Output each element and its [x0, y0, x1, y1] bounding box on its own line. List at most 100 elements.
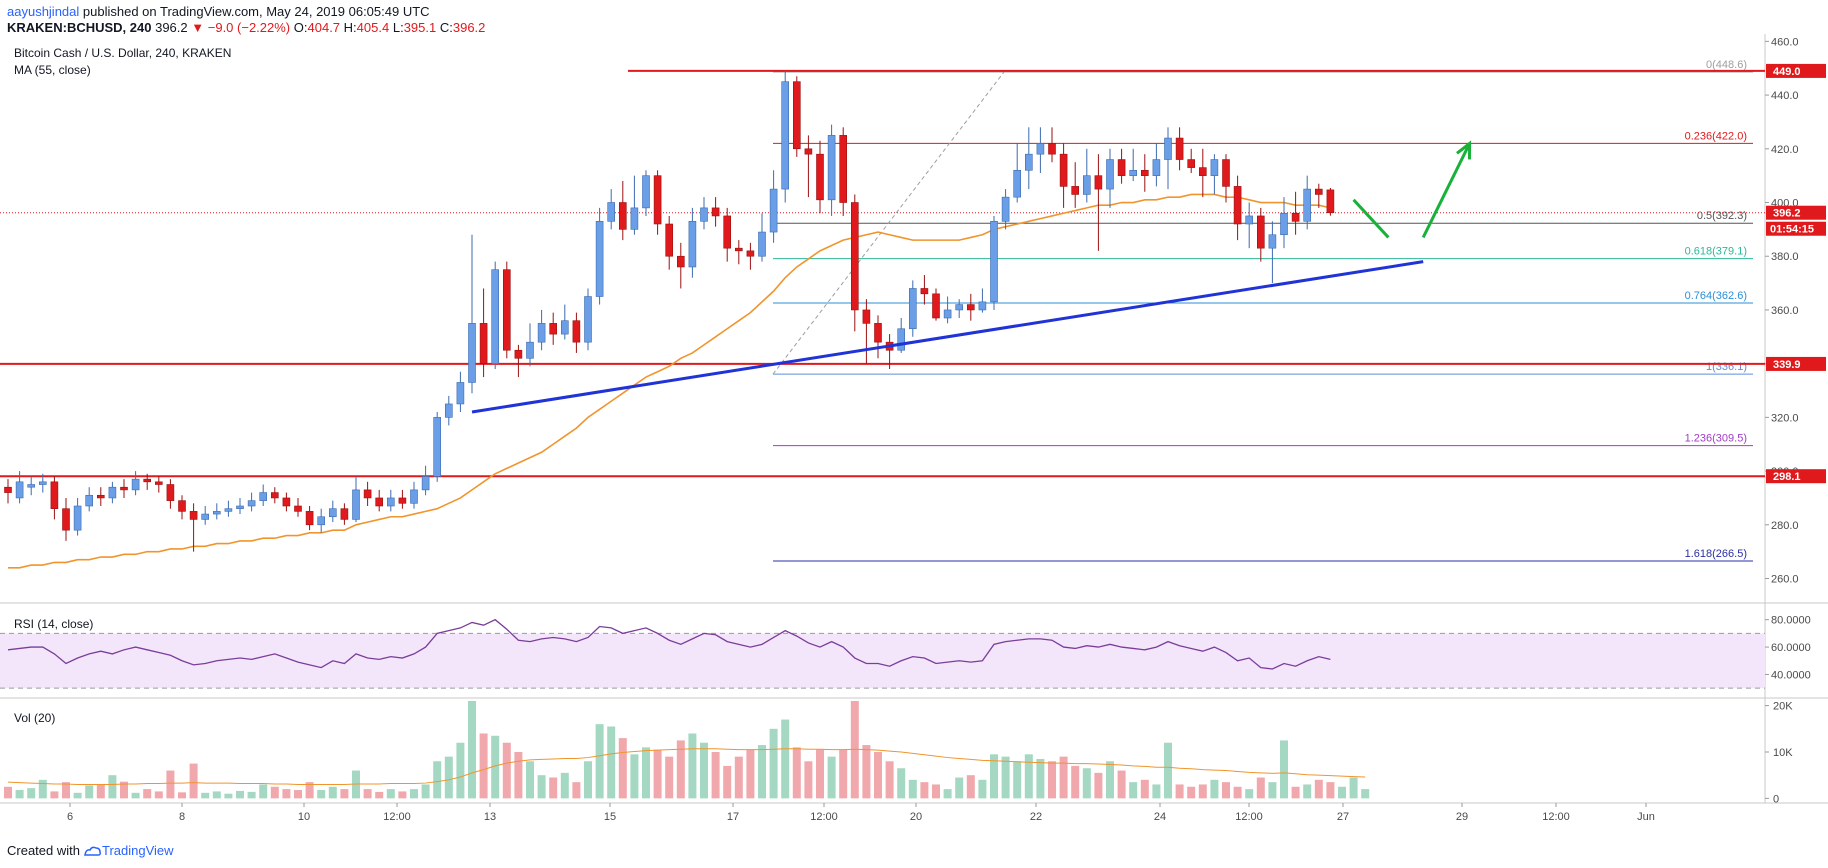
candle[interactable]	[317, 508, 326, 533]
author-link[interactable]: aayushjindal	[7, 4, 80, 19]
candle[interactable]	[595, 207, 604, 305]
candle[interactable]	[607, 189, 616, 230]
candle[interactable]	[943, 296, 952, 324]
candle[interactable]	[247, 492, 256, 512]
candle[interactable]	[1141, 154, 1149, 192]
candle[interactable]	[120, 479, 128, 498]
candle[interactable]	[978, 288, 987, 313]
candle[interactable]	[1106, 148, 1114, 208]
candle[interactable]	[224, 500, 233, 517]
candle[interactable]	[700, 197, 708, 230]
candle[interactable]	[642, 170, 650, 216]
candle[interactable]	[444, 395, 453, 426]
candle[interactable]	[4, 479, 12, 504]
candle[interactable]	[1152, 143, 1161, 187]
support-trendline[interactable]	[471, 260, 1424, 414]
candle[interactable]	[618, 181, 627, 241]
candle[interactable]	[398, 489, 407, 509]
candle[interactable]	[758, 213, 766, 262]
candle[interactable]	[897, 318, 906, 353]
candle[interactable]	[676, 242, 685, 289]
candle[interactable]	[62, 497, 70, 541]
candle[interactable]	[166, 479, 175, 509]
candle[interactable]	[1187, 148, 1195, 173]
candle[interactable]	[27, 476, 36, 496]
candle[interactable]	[932, 288, 940, 321]
candle[interactable]	[560, 304, 569, 340]
tradingview-brand[interactable]: TradingView	[84, 843, 174, 858]
candle[interactable]	[352, 476, 360, 523]
candle[interactable]	[966, 293, 975, 321]
candle[interactable]	[201, 506, 209, 525]
candle[interactable]	[514, 344, 523, 378]
candle[interactable]	[792, 76, 801, 157]
candle[interactable]	[862, 299, 871, 364]
candle[interactable]	[155, 476, 163, 493]
candle[interactable]	[1233, 175, 1242, 241]
candle[interactable]	[1175, 127, 1184, 171]
candle[interactable]	[294, 497, 302, 517]
candle[interactable]	[584, 288, 592, 351]
candle[interactable]	[1036, 127, 1045, 173]
volume-pane[interactable]: 20K 10K 0	[4, 701, 1793, 806]
candle[interactable]	[1059, 143, 1068, 208]
candle[interactable]	[572, 312, 581, 353]
candle[interactable]	[386, 489, 395, 512]
candle[interactable]	[1129, 148, 1137, 182]
price-pane[interactable]: 460.0440.0420.0400.0380.0360.0340.0320.0…	[0, 36, 1826, 586]
candle[interactable]	[468, 234, 476, 394]
candle[interactable]	[723, 207, 732, 262]
candle[interactable]	[850, 194, 859, 332]
candle[interactable]	[874, 315, 882, 359]
candle[interactable]	[108, 481, 117, 504]
candle[interactable]	[270, 487, 279, 504]
candle[interactable]	[410, 481, 418, 509]
candle[interactable]	[653, 170, 662, 235]
candle[interactable]	[1013, 143, 1022, 203]
candle[interactable]	[746, 242, 755, 270]
candle[interactable]	[363, 481, 372, 506]
candle[interactable]	[1164, 127, 1172, 190]
candle[interactable]	[1315, 183, 1323, 208]
candle[interactable]	[1245, 202, 1253, 249]
candle[interactable]	[1268, 221, 1277, 284]
candle[interactable]	[178, 495, 186, 520]
candle[interactable]	[502, 261, 511, 359]
candle[interactable]	[711, 197, 720, 227]
candle[interactable]	[456, 371, 465, 412]
candle[interactable]	[688, 207, 697, 278]
candle[interactable]	[955, 299, 964, 318]
candle[interactable]	[1001, 189, 1010, 230]
candle[interactable]	[491, 261, 500, 370]
candle[interactable]	[282, 492, 291, 512]
candle[interactable]	[734, 240, 743, 265]
chart-area[interactable]: 460.0440.0420.0400.0380.0360.0340.0320.0…	[0, 34, 1828, 834]
candle[interactable]	[769, 170, 778, 243]
candle[interactable]	[97, 487, 105, 506]
candle[interactable]	[1083, 148, 1091, 203]
candle[interactable]	[236, 497, 244, 515]
candle[interactable]	[908, 280, 917, 337]
candle[interactable]	[421, 465, 430, 496]
candle[interactable]	[131, 471, 140, 496]
candle[interactable]	[259, 484, 268, 506]
candle[interactable]	[1117, 148, 1126, 184]
candle[interactable]	[328, 500, 337, 523]
candle[interactable]	[38, 473, 47, 493]
candle[interactable]	[630, 175, 639, 235]
candle[interactable]	[1280, 197, 1288, 249]
candle[interactable]	[1303, 175, 1311, 230]
candle[interactable]	[433, 412, 442, 482]
candle[interactable]	[526, 323, 534, 367]
candle[interactable]	[1071, 162, 1079, 208]
candle[interactable]	[50, 476, 59, 520]
candle[interactable]	[804, 135, 813, 198]
candle[interactable]	[1291, 191, 1300, 235]
candle[interactable]	[340, 503, 349, 525]
rsi-pane[interactable]: 80.0000 60.0000 40.0000	[0, 615, 1811, 689]
candle[interactable]	[827, 124, 836, 216]
candle[interactable]	[189, 503, 198, 552]
candle[interactable]	[920, 275, 929, 305]
candle[interactable]	[15, 471, 24, 504]
candle[interactable]	[213, 503, 221, 520]
